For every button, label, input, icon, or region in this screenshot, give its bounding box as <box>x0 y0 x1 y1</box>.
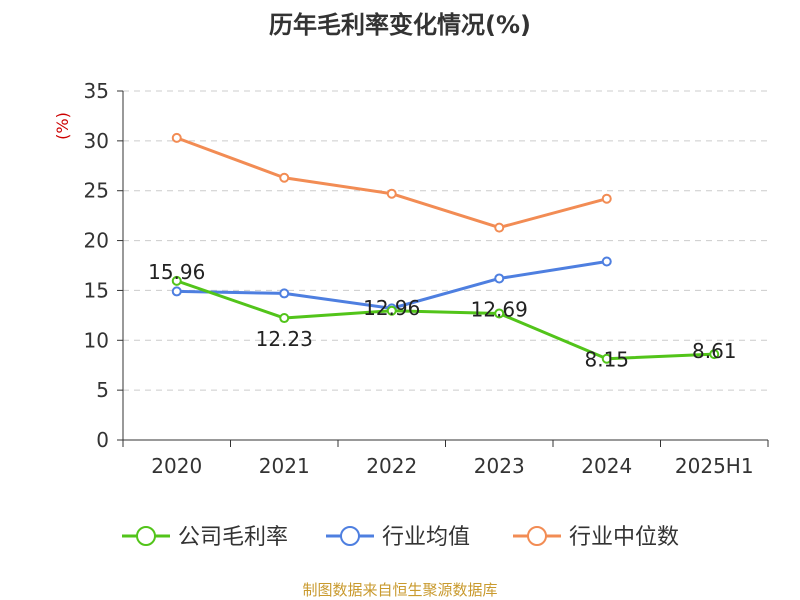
y-tick-label: 10 <box>84 328 109 352</box>
data-point <box>171 132 182 143</box>
legend-item-1[interactable]: 行业均值 <box>326 525 470 550</box>
x-tick-label: 2023 <box>474 454 525 478</box>
data-point <box>171 275 182 286</box>
data-label: 12.23 <box>256 327 313 351</box>
data-label: 8.61 <box>692 339 737 363</box>
grid-lines <box>123 90 768 391</box>
x-tick-label: 2021 <box>259 454 310 478</box>
series-layer <box>171 132 720 364</box>
data-point <box>171 286 182 297</box>
x-tick-label: 2024 <box>581 454 632 478</box>
x-tick-label: 2022 <box>366 454 417 478</box>
legend-item-2[interactable]: 行业中位数 <box>513 525 679 550</box>
data-point <box>494 308 505 319</box>
legend-label: 行业中位数 <box>569 525 679 550</box>
data-point <box>494 222 505 233</box>
data-point <box>601 256 612 267</box>
data-point <box>601 193 612 204</box>
x-tick-label: 2020 <box>151 454 202 478</box>
y-tick-label: 25 <box>84 179 109 203</box>
x-tick-label: 2025H1 <box>675 454 754 478</box>
data-point <box>494 273 505 284</box>
data-label: 8.15 <box>584 348 629 372</box>
y-tick-label: 0 <box>96 428 109 452</box>
data-point <box>279 288 290 299</box>
y-axis-unit: (%) <box>53 112 72 140</box>
legend-swatch-marker <box>340 526 360 546</box>
data-label: 12.69 <box>471 297 528 321</box>
y-tick-labels: 0 5 10 15 20 25 30 35 <box>84 79 123 452</box>
y-tick-label: 15 <box>84 278 109 302</box>
legend-swatch-marker <box>527 526 547 546</box>
data-point <box>386 188 397 199</box>
legend-swatch-marker <box>136 526 156 546</box>
data-point <box>709 349 720 360</box>
data-label: 15.96 <box>148 260 205 284</box>
data-point <box>279 172 290 183</box>
data-label: 12.96 <box>363 296 420 320</box>
series-line-0 <box>176 279 715 361</box>
data-point <box>601 353 612 364</box>
legend-label: 公司毛利率 <box>178 525 288 550</box>
axes <box>122 91 768 441</box>
source-note: 制图数据来自恒生聚源数据库 <box>302 581 497 599</box>
y-tick-label: 35 <box>84 79 109 103</box>
data-point <box>386 305 397 316</box>
y-tick-label: 30 <box>84 129 109 153</box>
chart-title: 历年毛利率变化情况(%) <box>269 11 531 39</box>
x-tick-labels: 2020 2021 2022 2023 2024 2025H1 <box>122 440 769 478</box>
legend[interactable]: 公司毛利率 行业均值 行业中位数 <box>122 525 679 550</box>
y-tick-label: 5 <box>96 378 109 402</box>
series-line-2 <box>176 136 608 230</box>
y-tick-label: 20 <box>84 229 109 253</box>
data-labels: 15.96 12.23 12.96 12.69 8.15 8.61 <box>148 260 736 372</box>
legend-item-0[interactable]: 公司毛利率 <box>122 525 288 550</box>
legend-label: 行业均值 <box>382 525 470 550</box>
data-point <box>279 313 290 324</box>
